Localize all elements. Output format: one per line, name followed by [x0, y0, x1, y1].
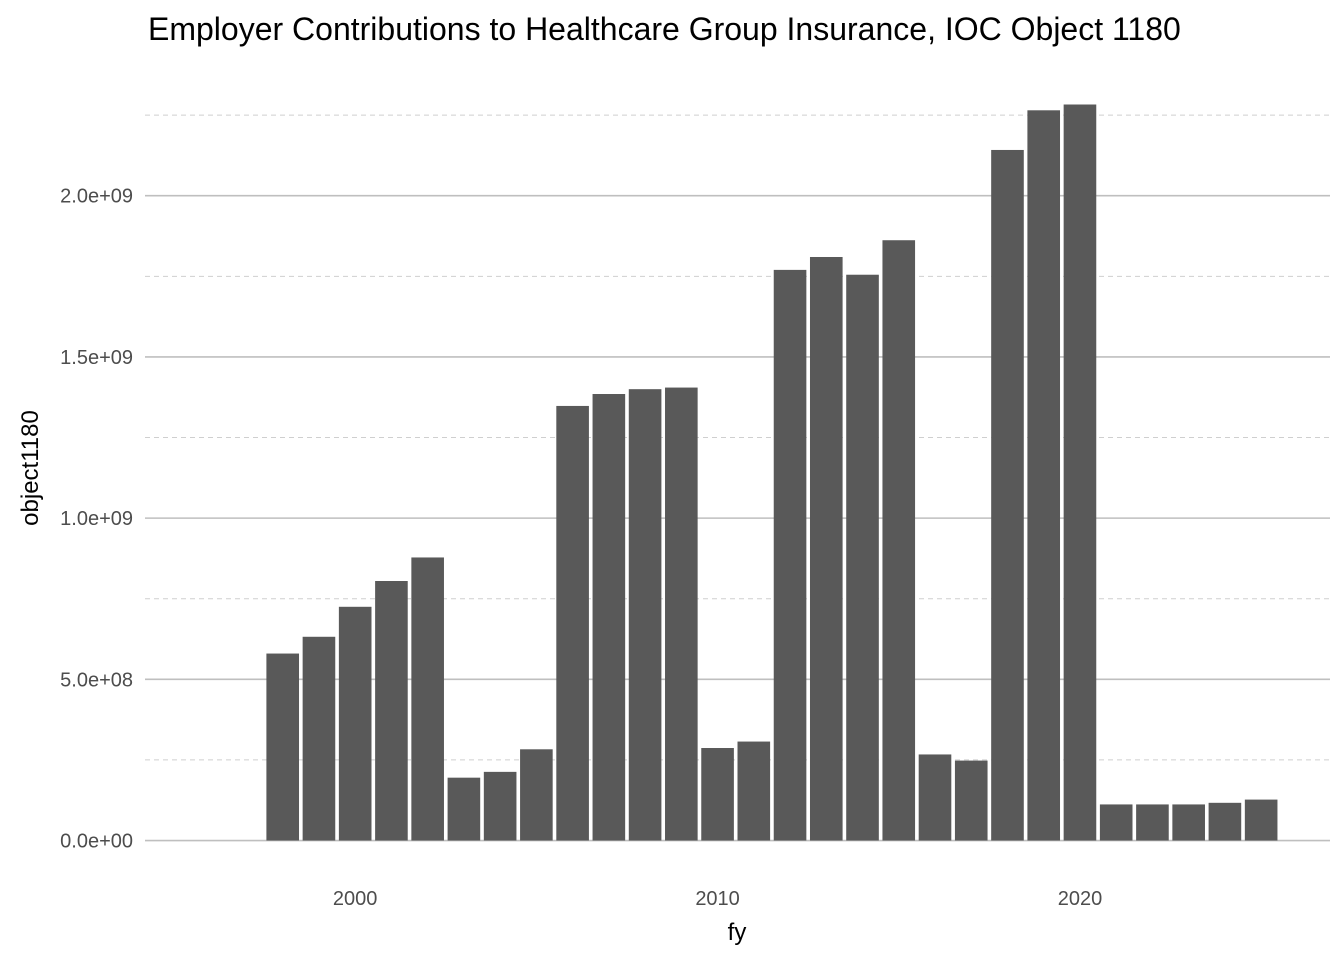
- bar-1999: [302, 636, 336, 841]
- bar-2016: [918, 754, 952, 841]
- y-tick-label: 2.0e+09: [60, 186, 133, 208]
- bar-2019: [1027, 110, 1061, 841]
- bar-2006: [556, 405, 589, 841]
- bar-2007: [592, 394, 626, 841]
- bar-2018: [991, 149, 1024, 841]
- chart-title: Employer Contributions to Healthcare Gro…: [148, 11, 1181, 47]
- bars: [266, 104, 1278, 841]
- y-tick-labels: 0.0e+00 5.0e+08 1.0e+09 1.5e+09 2.0e+09: [60, 186, 133, 853]
- bar-2002: [411, 557, 444, 841]
- bar-2024: [1208, 802, 1242, 841]
- y-tick-label: 5.0e+08: [60, 669, 133, 691]
- bar-2004: [483, 771, 517, 841]
- bar-2005: [520, 749, 553, 841]
- bar-2008: [628, 389, 662, 841]
- bar-2012: [773, 269, 807, 841]
- y-tick-label: 0.0e+00: [60, 831, 133, 853]
- bar-2015: [882, 240, 916, 841]
- bar-2022: [1136, 804, 1169, 841]
- bar-2010: [701, 748, 734, 841]
- bar-2017: [954, 760, 988, 841]
- bar-2025: [1244, 799, 1278, 841]
- bar-2000: [338, 606, 372, 841]
- x-axis-title: fy: [728, 919, 747, 946]
- bar-1998: [266, 653, 300, 841]
- y-tick-label: 1.5e+09: [60, 347, 133, 369]
- bar-2023: [1172, 804, 1205, 841]
- x-tick-label: 2020: [1058, 888, 1103, 910]
- bar-2001: [375, 581, 408, 841]
- bar-2013: [809, 256, 843, 841]
- bar-2021: [1099, 804, 1133, 841]
- x-tick-label: 2000: [333, 888, 378, 910]
- y-tick-label: 1.0e+09: [60, 508, 133, 530]
- bar-2020: [1063, 104, 1097, 841]
- y-axis-title: object1180: [17, 410, 44, 526]
- x-tick-label: 2010: [695, 888, 740, 910]
- bar-2011: [737, 741, 771, 841]
- bar-2014: [846, 274, 879, 841]
- bar-2003: [447, 777, 481, 841]
- bar-2009: [665, 387, 698, 841]
- x-tick-labels: 2000 2010 2020: [333, 888, 1102, 910]
